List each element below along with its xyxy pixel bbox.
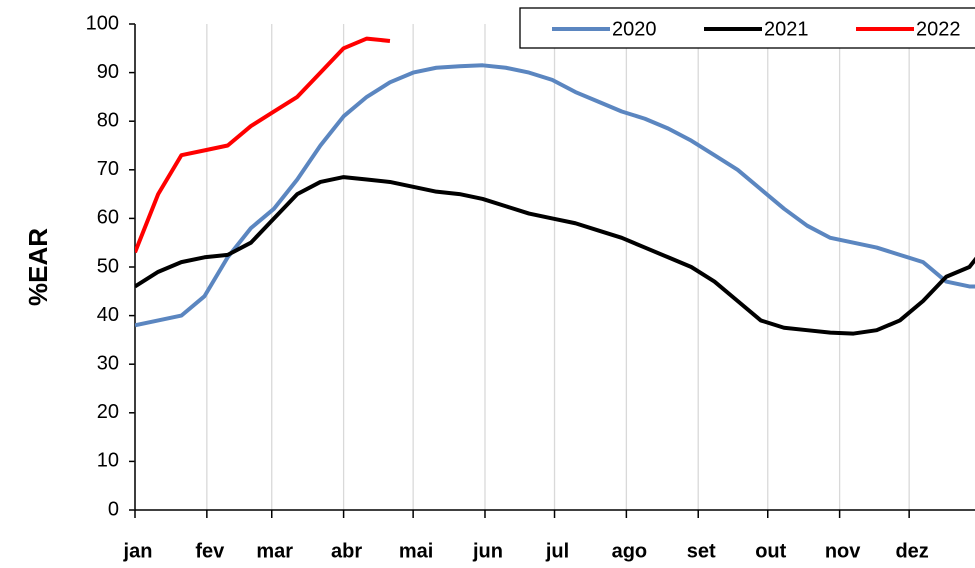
y-tick-label: 30 bbox=[97, 352, 119, 374]
x-tick-label: nov bbox=[825, 540, 861, 562]
x-tick-label: mar bbox=[256, 540, 293, 562]
legend-label: 2020 bbox=[612, 18, 657, 40]
y-tick-label: 10 bbox=[97, 450, 119, 472]
x-tick-label: out bbox=[755, 540, 786, 562]
series-line bbox=[135, 175, 975, 336]
x-tick-label: abr bbox=[331, 540, 362, 562]
series-line bbox=[135, 63, 975, 328]
x-tick-label: ago bbox=[612, 540, 648, 562]
plot-area bbox=[135, 36, 975, 336]
x-tick-label: dez bbox=[895, 540, 928, 562]
series-line bbox=[135, 36, 391, 254]
y-tick-label: 80 bbox=[97, 109, 119, 131]
x-tick-label: jul bbox=[545, 540, 569, 562]
y-tick-label: 90 bbox=[97, 61, 119, 83]
y-tick-label: 20 bbox=[97, 401, 119, 423]
y-axis-label: %EAR bbox=[23, 228, 53, 306]
y-tick-label: 70 bbox=[97, 158, 119, 180]
y-tick-label: 0 bbox=[108, 498, 119, 520]
legend-label: 2021 bbox=[764, 18, 809, 40]
x-tick-label: fev bbox=[195, 540, 225, 562]
x-tick-label: mai bbox=[399, 540, 433, 562]
legend-label: 2022 bbox=[916, 18, 961, 40]
y-tick-label: 60 bbox=[97, 207, 119, 229]
y-tick-label: 100 bbox=[86, 12, 119, 34]
y-tick-label: 40 bbox=[97, 304, 119, 326]
x-tick-label: set bbox=[687, 540, 716, 562]
y-tick-label: 50 bbox=[97, 255, 119, 277]
x-tick-label: jun bbox=[472, 540, 503, 562]
x-tick-label: jan bbox=[123, 540, 153, 562]
